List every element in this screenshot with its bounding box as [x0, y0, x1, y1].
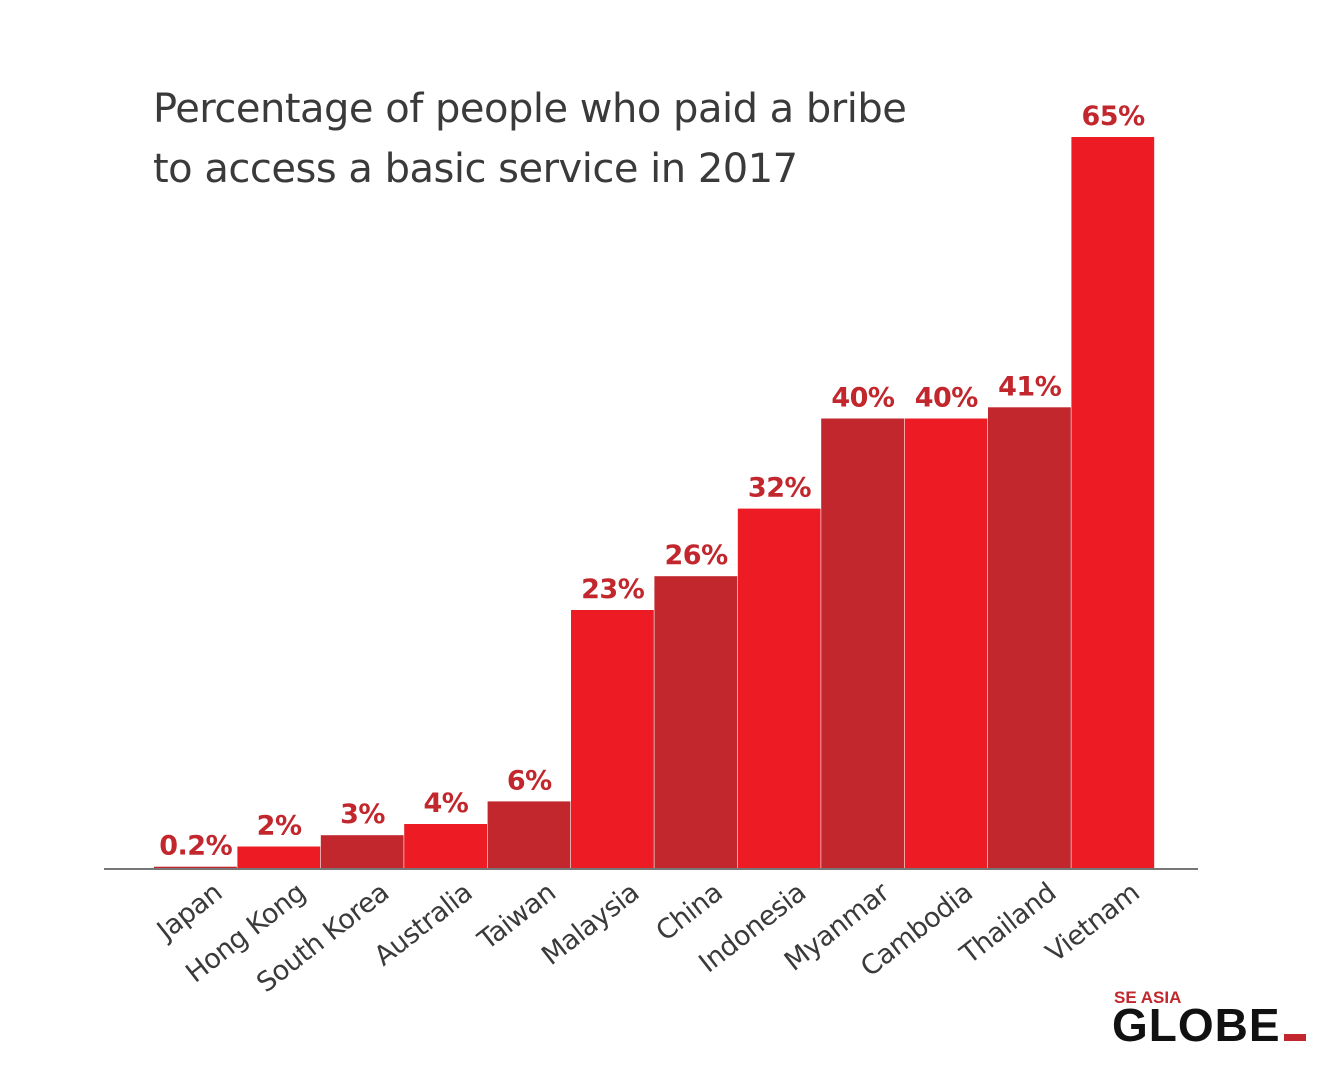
logo-underscore-mark	[1284, 1034, 1306, 1041]
bar-hong-kong	[237, 846, 321, 869]
bar-cambodia	[904, 418, 988, 869]
bar-vietnam	[1071, 137, 1155, 869]
value-label-japan: 0.2%	[159, 831, 232, 862]
value-label-hong-kong: 2%	[257, 811, 302, 842]
bar-china	[654, 576, 738, 869]
logo-se-asia-text: SE ASIA	[1114, 988, 1181, 1007]
value-labels-group: 0.2% 2% 3% 4% 6% 23% 26% 32% 40% 40% 41% 65%	[159, 101, 1145, 862]
value-label-australia: 4%	[423, 788, 468, 819]
bar-australia	[404, 824, 487, 869]
bar-japan	[154, 866, 237, 869]
value-label-cambodia: 40%	[915, 383, 979, 414]
value-label-malaysia: 23%	[581, 574, 645, 605]
value-label-indonesia: 32%	[748, 473, 812, 504]
bar-thailand	[988, 407, 1071, 869]
value-label-china: 26%	[665, 540, 729, 571]
value-label-vietnam: 65%	[1082, 101, 1146, 132]
bar-south-korea	[320, 835, 404, 869]
bar-taiwan	[487, 801, 571, 869]
bar-malaysia	[571, 610, 654, 869]
value-label-south-korea: 3%	[340, 799, 385, 830]
bar-myanmar	[821, 418, 904, 869]
se-asia-globe-logo: SE ASIA GLOBE	[1112, 988, 1306, 1051]
value-label-taiwan: 6%	[507, 765, 552, 796]
bar-indonesia	[737, 508, 821, 869]
chart-title-line-2: to access a basic service in 2017	[153, 146, 798, 192]
value-label-myanmar: 40%	[831, 383, 895, 414]
value-label-thailand: 41%	[998, 371, 1062, 402]
category-label-vietnam: Vietnam	[1040, 877, 1145, 969]
logo-globe-text: GLOBE	[1112, 999, 1281, 1051]
bars-group	[154, 137, 1155, 869]
chart-title-line-1: Percentage of people who paid a bribe	[153, 86, 906, 132]
